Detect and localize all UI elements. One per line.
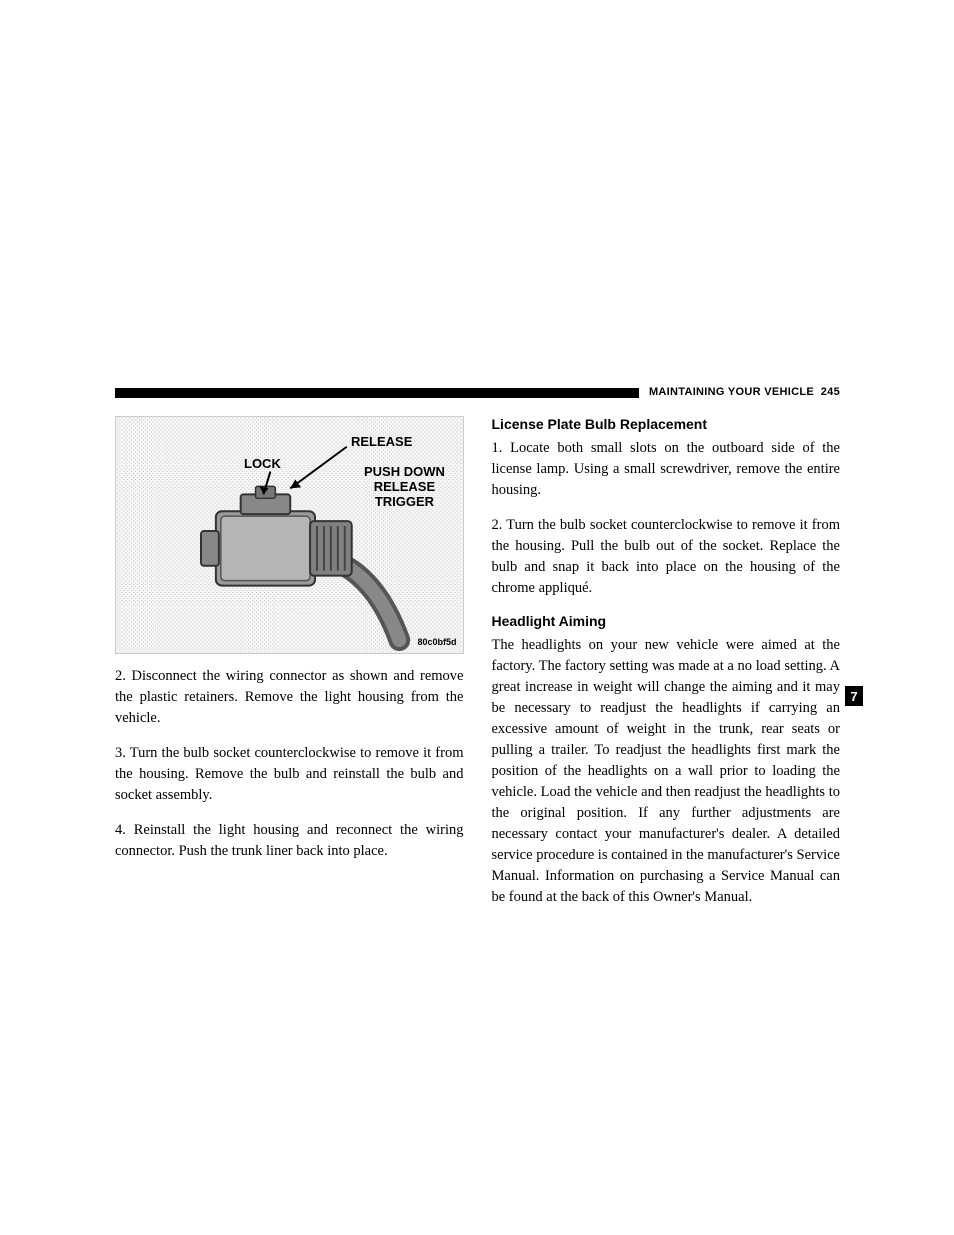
left-p1: 2. Disconnect the wiring connector as sh… [115,666,464,729]
right-p2: 2. Turn the bulb socket counterclockwise… [492,515,841,599]
left-p2: 3. Turn the bulb socket counterclockwise… [115,743,464,806]
heading-headlight-aiming: Headlight Aiming [492,613,841,629]
chapter-tab: 7 [845,686,863,706]
header-text: MAINTAINING YOUR VEHICLE 245 [639,386,840,398]
header-bar: MAINTAINING YOUR VEHICLE 245 [115,388,840,398]
chapter-number: 7 [850,689,857,704]
diagram-label-lock: LOCK [244,457,281,472]
left-column: LOCK RELEASE PUSH DOWN RELEASE TRIGGER 8… [115,416,464,908]
left-p3: 4. Reinstall the light housing and recon… [115,820,464,862]
diagram-label-release: RELEASE [351,435,412,450]
page-content: MAINTAINING YOUR VEHICLE 245 7 [115,388,840,908]
columns: LOCK RELEASE PUSH DOWN RELEASE TRIGGER 8… [115,416,840,908]
right-p1: 1. Locate both small slots on the outboa… [492,438,841,501]
heading-license-plate: License Plate Bulb Replacement [492,416,841,432]
diagram-label-pushdown: PUSH DOWN RELEASE TRIGGER [364,465,445,510]
section-title: MAINTAINING YOUR VEHICLE [649,386,814,398]
diagram-svg [116,417,463,653]
right-column: License Plate Bulb Replacement 1. Locate… [492,416,841,908]
page-number: 245 [821,386,840,398]
diagram-code: 80c0bf5d [417,637,456,647]
right-p3: The headlights on your new vehicle were … [492,635,841,908]
connector-diagram: LOCK RELEASE PUSH DOWN RELEASE TRIGGER 8… [115,416,464,654]
